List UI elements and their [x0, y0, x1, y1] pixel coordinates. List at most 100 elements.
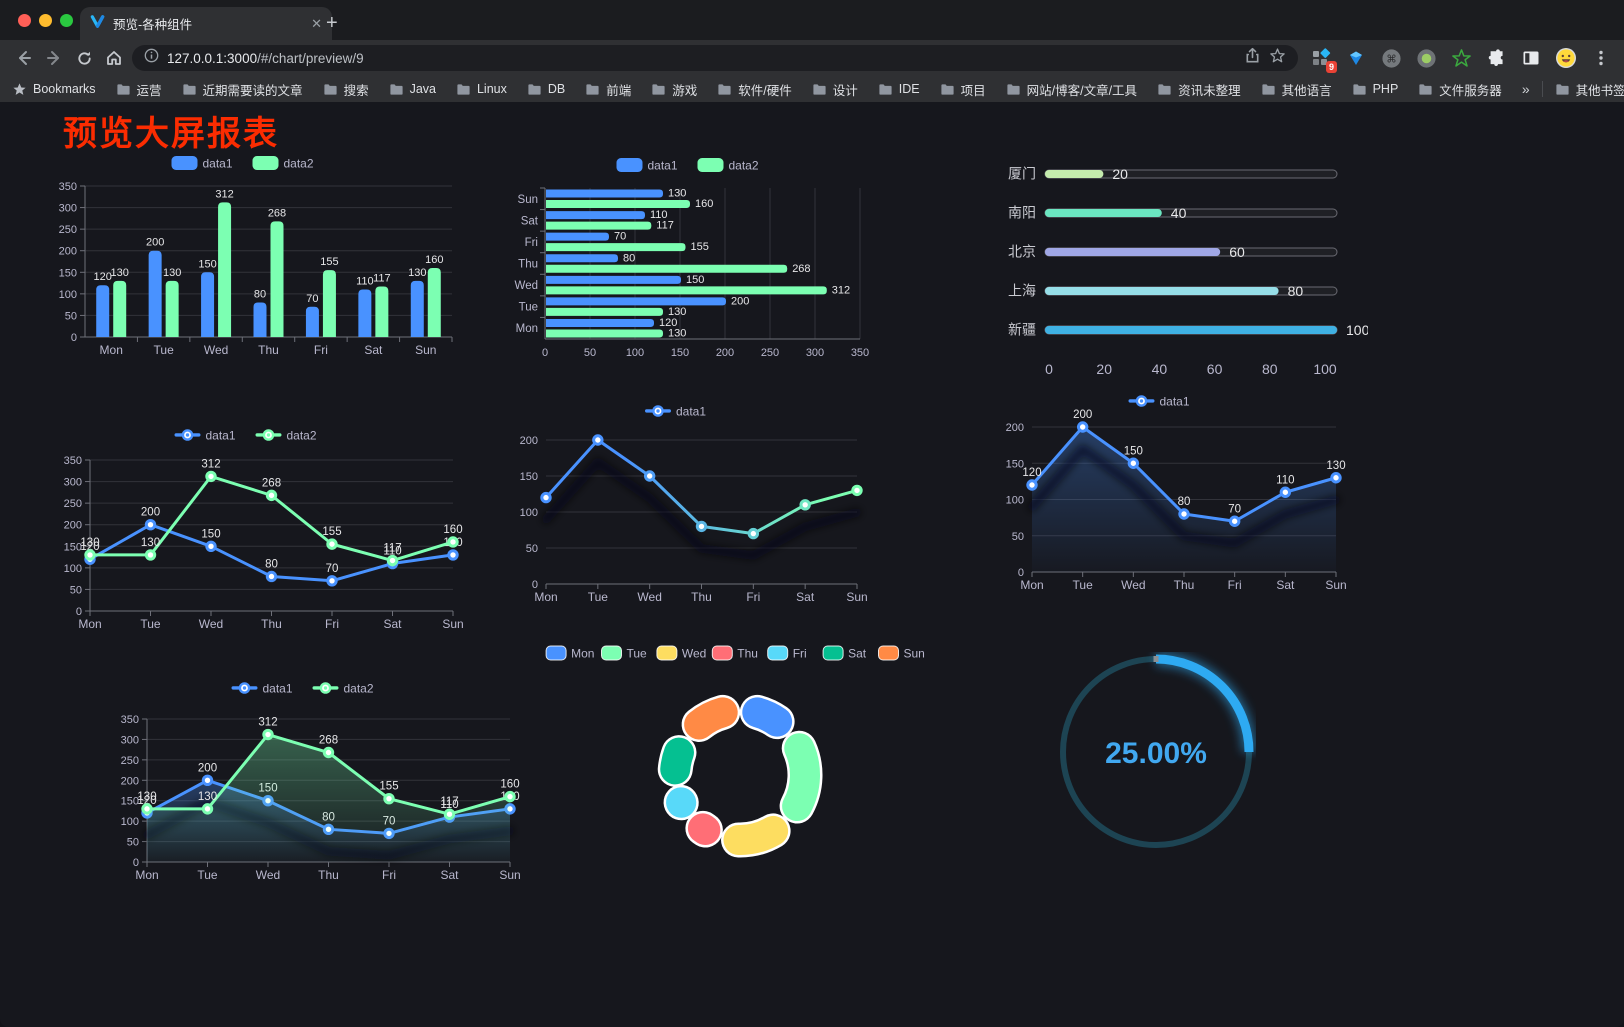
folder-icon [528, 83, 541, 95]
svg-text:150: 150 [1124, 445, 1143, 457]
address-bar[interactable]: 127.0.0.1:3000/#/chart/preview/9 [132, 45, 1298, 71]
svg-text:200: 200 [141, 507, 160, 519]
command-extension-icon[interactable]: ⌘ [1380, 47, 1402, 69]
svg-text:Wed: Wed [682, 647, 706, 661]
bookmark-folder[interactable]: 项目 [940, 80, 986, 99]
bookmark-folder[interactable]: 搜索 [323, 80, 369, 99]
svg-text:150: 150 [201, 528, 220, 540]
tab-strip: 预览-各种组件 ✕ + [0, 0, 1624, 40]
bookmark-folder[interactable]: PHP [1352, 80, 1399, 99]
star-extension-icon[interactable] [1450, 47, 1472, 69]
svg-text:Fri: Fri [525, 237, 538, 249]
menu-icon[interactable] [1590, 47, 1612, 69]
svg-text:Wed: Wed [199, 617, 223, 631]
record-extension-icon[interactable] [1415, 47, 1437, 69]
svg-text:Tue: Tue [588, 590, 609, 604]
svg-text:160: 160 [500, 779, 519, 791]
bookmark-folder-label: PHP [1372, 82, 1399, 96]
svg-text:200: 200 [1006, 422, 1024, 434]
bookmark-star-icon[interactable] [1269, 47, 1286, 69]
bookmarks-overflow-button[interactable]: » [1521, 81, 1530, 97]
puzzle-extensions-icon[interactable] [1485, 47, 1507, 69]
bookmark-folder[interactable]: 资讯未整理 [1157, 80, 1241, 99]
bookmark-folder[interactable]: 运营 [116, 80, 162, 99]
svg-text:120: 120 [137, 795, 156, 807]
reload-button[interactable] [72, 46, 96, 70]
back-button[interactable] [12, 46, 36, 70]
other-bookmarks-folder[interactable]: 其他书签 [1555, 80, 1624, 99]
site-info-icon[interactable] [144, 48, 159, 68]
svg-text:100: 100 [121, 816, 139, 828]
svg-text:Tue: Tue [627, 647, 648, 661]
bookmark-folder[interactable]: 网站/博客/文章/工具 [1006, 80, 1137, 99]
svg-text:Sun: Sun [442, 617, 463, 631]
svg-text:Mon: Mon [571, 647, 594, 661]
new-tab-button[interactable]: + [326, 12, 338, 34]
svg-text:155: 155 [379, 781, 398, 793]
svg-text:80: 80 [623, 252, 635, 264]
bookmark-folder-label: 软件/硬件 [738, 83, 792, 98]
window-controls[interactable] [18, 14, 73, 27]
bookmark-folder[interactable]: 软件/硬件 [717, 80, 792, 99]
svg-text:Mon: Mon [135, 868, 158, 882]
url-host: 127.0.0.1:3000 [167, 50, 258, 66]
svg-text:Mon: Mon [100, 343, 123, 357]
svg-text:50: 50 [65, 310, 77, 322]
svg-text:70: 70 [306, 293, 318, 305]
area-chart-single: 0 50 100 150 200 Mon Tue Wed Thu Fri Sat Sun 120 200 1… [988, 388, 1350, 596]
bookmark-folder[interactable]: 前端 [585, 80, 631, 99]
svg-text:0: 0 [71, 332, 77, 344]
svg-text:130: 130 [1326, 460, 1345, 472]
svg-text:Sun: Sun [499, 868, 520, 882]
svg-text:312: 312 [201, 458, 220, 470]
bookmark-folder[interactable]: 文件服务器 [1418, 80, 1502, 99]
svg-text:Thu: Thu [261, 617, 282, 631]
bookmark-folder[interactable]: Java [389, 80, 436, 99]
svg-text:新疆: 新疆 [1008, 322, 1036, 338]
url-text[interactable]: 127.0.0.1:3000/#/chart/preview/9 [167, 51, 1236, 66]
bookmark-folder[interactable]: 其他语言 [1261, 80, 1332, 99]
emoji-extension-icon[interactable] [1555, 47, 1577, 69]
minimize-window-button[interactable] [39, 14, 52, 27]
svg-text:130: 130 [668, 327, 686, 339]
folder-icon [813, 83, 826, 95]
bookmark-folder[interactable]: 游戏 [651, 80, 697, 99]
svg-text:0: 0 [1018, 567, 1024, 579]
svg-text:Sat: Sat [521, 215, 539, 227]
bookmark-folder[interactable]: 近期需要读的文章 [182, 80, 303, 99]
bookmark-folder[interactable]: 设计 [812, 80, 858, 99]
close-window-button[interactable] [18, 14, 31, 27]
svg-text:150: 150 [520, 471, 538, 483]
browser-tab[interactable]: 预览-各种组件 ✕ [80, 7, 332, 40]
svg-text:50: 50 [70, 584, 82, 596]
grid-extension-icon[interactable]: 9 [1310, 47, 1337, 73]
svg-text:Tue: Tue [154, 343, 175, 357]
svg-text:160: 160 [443, 524, 462, 536]
bookmark-folder[interactable]: DB [527, 80, 565, 99]
svg-text:Fri: Fri [325, 617, 339, 631]
home-button[interactable] [102, 46, 126, 70]
sidepanel-icon[interactable] [1520, 47, 1542, 69]
svg-text:200: 200 [64, 520, 82, 532]
bookmarks-right: » 其他书签 [1522, 80, 1624, 99]
bookmark-folder-label: DB [547, 82, 566, 96]
gem-extension-icon[interactable] [1345, 47, 1367, 69]
forward-button[interactable] [42, 46, 66, 70]
zoom-window-button[interactable] [60, 14, 73, 27]
svg-text:Sat: Sat [1276, 578, 1295, 592]
tab-close-icon[interactable]: ✕ [311, 15, 322, 31]
svg-text:312: 312 [215, 188, 233, 200]
svg-text:Tue: Tue [140, 617, 161, 631]
bookmarks-manager[interactable]: Bookmarks [12, 82, 96, 97]
folder-icon [1556, 83, 1569, 95]
svg-text:厦门: 厦门 [1008, 166, 1036, 182]
svg-text:200: 200 [146, 237, 164, 249]
svg-text:Mon: Mon [516, 323, 538, 335]
bookmark-folder[interactable]: Linux [456, 80, 507, 99]
svg-text:312: 312 [832, 284, 850, 296]
folder-icon [389, 83, 403, 95]
svg-text:Mon: Mon [1020, 578, 1043, 592]
bookmark-folder[interactable]: IDE [878, 80, 920, 99]
share-icon[interactable] [1244, 47, 1261, 69]
svg-text:data2: data2 [729, 159, 759, 173]
